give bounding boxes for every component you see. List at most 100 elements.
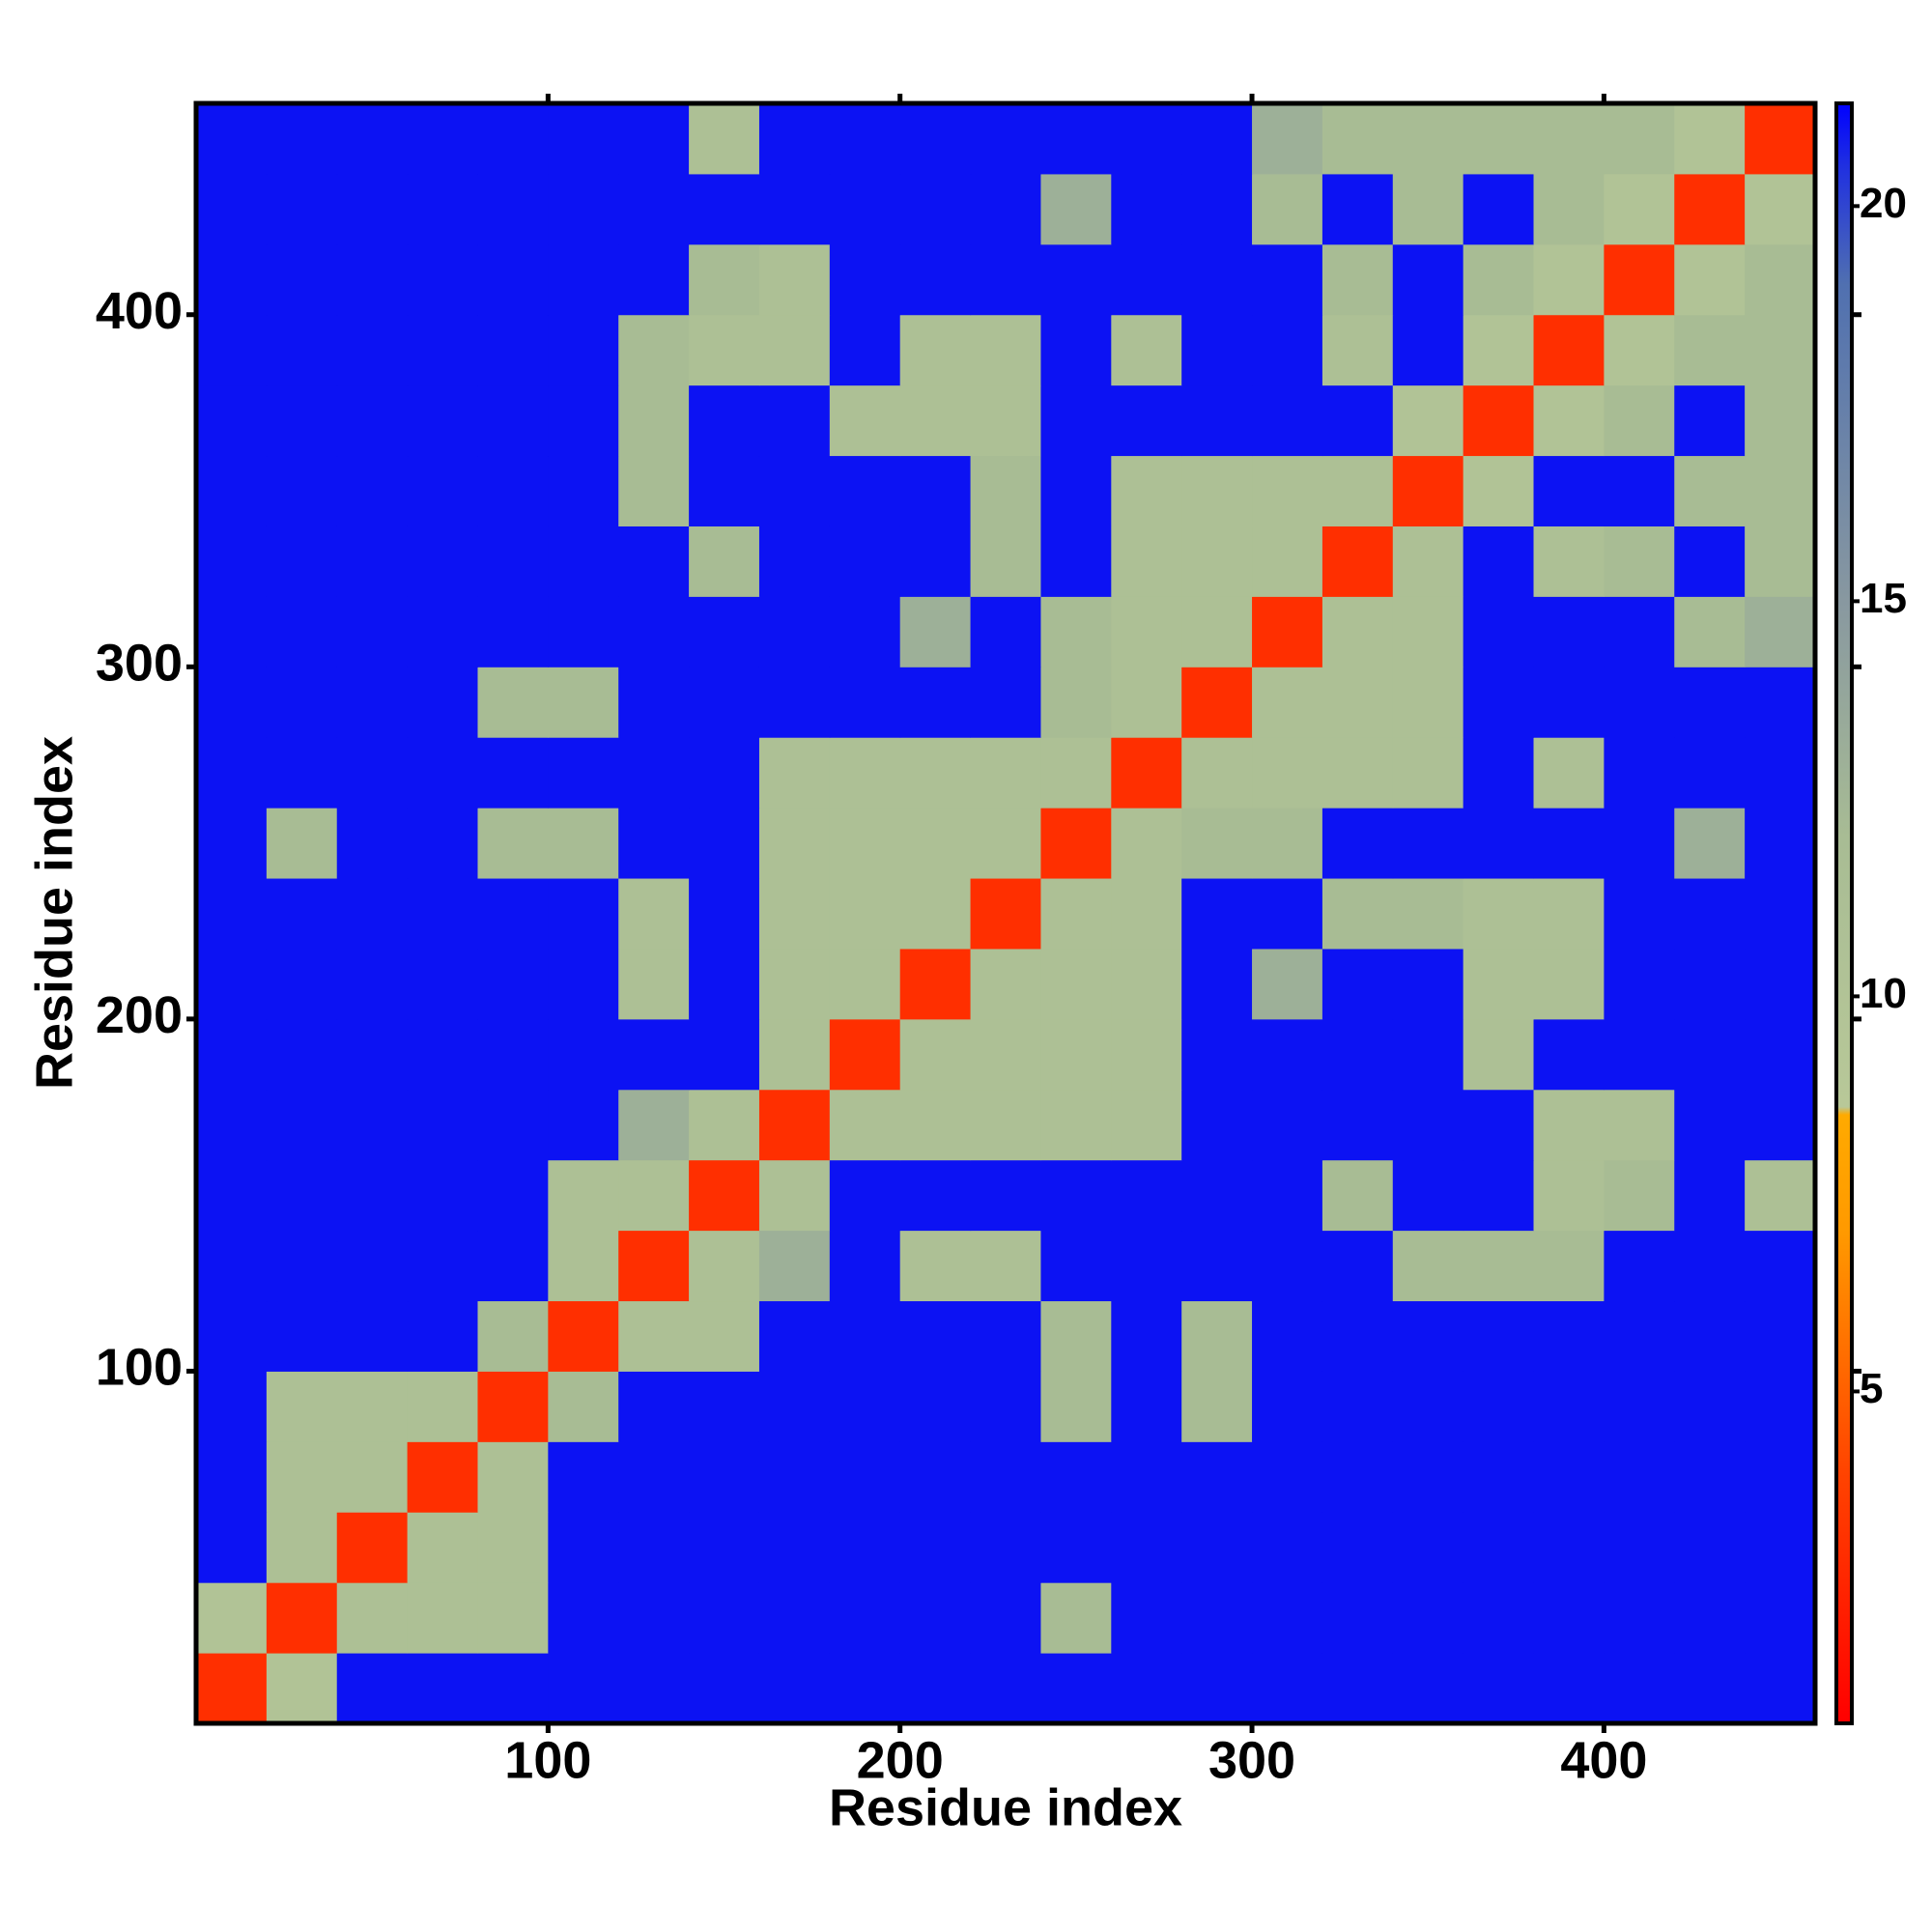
cell — [1745, 1230, 1816, 1302]
cell — [829, 1582, 901, 1654]
cell — [477, 1089, 549, 1161]
cell — [336, 314, 409, 386]
cell — [1321, 948, 1394, 1020]
cell — [758, 1159, 831, 1232]
cell — [1111, 596, 1182, 668]
cell — [1252, 948, 1323, 1020]
cell — [1252, 667, 1323, 738]
cell — [1745, 808, 1816, 879]
cell — [829, 1371, 901, 1442]
x-tick-label: 300 — [1208, 1731, 1295, 1789]
cell — [1604, 1582, 1675, 1654]
cell — [1533, 455, 1605, 526]
cell — [1674, 808, 1746, 879]
cell — [970, 103, 1041, 175]
cell — [1252, 1371, 1323, 1442]
cell — [266, 1089, 338, 1161]
cell — [829, 596, 901, 668]
cell — [1604, 526, 1675, 597]
cell — [1745, 596, 1816, 668]
cell — [970, 737, 1041, 809]
cell — [1533, 526, 1605, 597]
cell — [758, 1018, 831, 1091]
cell — [689, 1300, 760, 1372]
cell — [336, 1653, 409, 1724]
cell — [1252, 1089, 1323, 1161]
cell — [1463, 103, 1535, 175]
cell — [1252, 103, 1323, 175]
cell — [1463, 455, 1535, 526]
cell — [548, 1089, 619, 1161]
cell — [1533, 1371, 1605, 1442]
cell — [1604, 808, 1675, 879]
cell — [618, 1441, 690, 1513]
cell — [899, 1512, 972, 1583]
cell — [689, 243, 760, 316]
cell — [1392, 1441, 1464, 1513]
cell — [477, 173, 549, 245]
cell — [618, 455, 690, 526]
cell — [1463, 1653, 1535, 1724]
cell — [1040, 948, 1112, 1020]
cell — [1181, 596, 1253, 668]
x-tick-label: 400 — [1560, 1731, 1647, 1789]
cell — [1321, 1582, 1394, 1654]
cell — [266, 1230, 338, 1302]
cell — [548, 737, 619, 809]
cell — [618, 1300, 690, 1372]
cell — [477, 1512, 549, 1583]
cell — [970, 878, 1041, 950]
cell — [1252, 1653, 1323, 1724]
cell — [1392, 526, 1464, 597]
cell — [1745, 173, 1816, 245]
cell — [1463, 1582, 1535, 1654]
cell — [1392, 1300, 1464, 1372]
cell — [1321, 1441, 1394, 1513]
cell — [1181, 455, 1253, 526]
cell — [1533, 1089, 1605, 1161]
cell — [1181, 878, 1253, 950]
cell — [548, 526, 619, 597]
cell — [618, 1230, 690, 1302]
cell — [196, 1230, 268, 1302]
cell — [970, 314, 1041, 386]
cell — [336, 526, 409, 597]
cell — [1111, 667, 1182, 738]
cell — [1604, 173, 1675, 245]
cell — [407, 1089, 478, 1161]
cell — [1181, 1300, 1253, 1372]
cell — [1040, 1300, 1112, 1372]
cell — [477, 1018, 549, 1091]
cell — [829, 384, 901, 457]
cell — [829, 667, 901, 738]
cell — [1181, 243, 1253, 316]
cell — [1181, 1089, 1253, 1161]
cell — [1040, 737, 1112, 809]
cell — [1321, 1300, 1394, 1372]
cell — [1533, 1018, 1605, 1091]
x-tick-label: 200 — [857, 1731, 944, 1789]
cell — [1674, 1371, 1746, 1442]
cell — [1674, 1159, 1746, 1232]
cell — [1181, 808, 1253, 879]
cell — [829, 314, 901, 386]
cell — [548, 173, 619, 245]
cell — [266, 1300, 338, 1372]
cell — [407, 526, 478, 597]
cell — [758, 667, 831, 738]
cell — [618, 596, 690, 668]
cell — [1252, 526, 1323, 597]
cell — [1111, 948, 1182, 1020]
cell — [1252, 243, 1323, 316]
cell — [336, 243, 409, 316]
cell — [758, 878, 831, 950]
cell — [1321, 1230, 1394, 1302]
cell — [1040, 1582, 1112, 1654]
cell — [336, 667, 409, 738]
cell — [336, 103, 409, 175]
cell — [196, 1582, 268, 1654]
cell — [1252, 1582, 1323, 1654]
cell — [970, 1300, 1041, 1372]
cell — [1111, 1089, 1182, 1161]
cell — [1321, 1653, 1394, 1724]
